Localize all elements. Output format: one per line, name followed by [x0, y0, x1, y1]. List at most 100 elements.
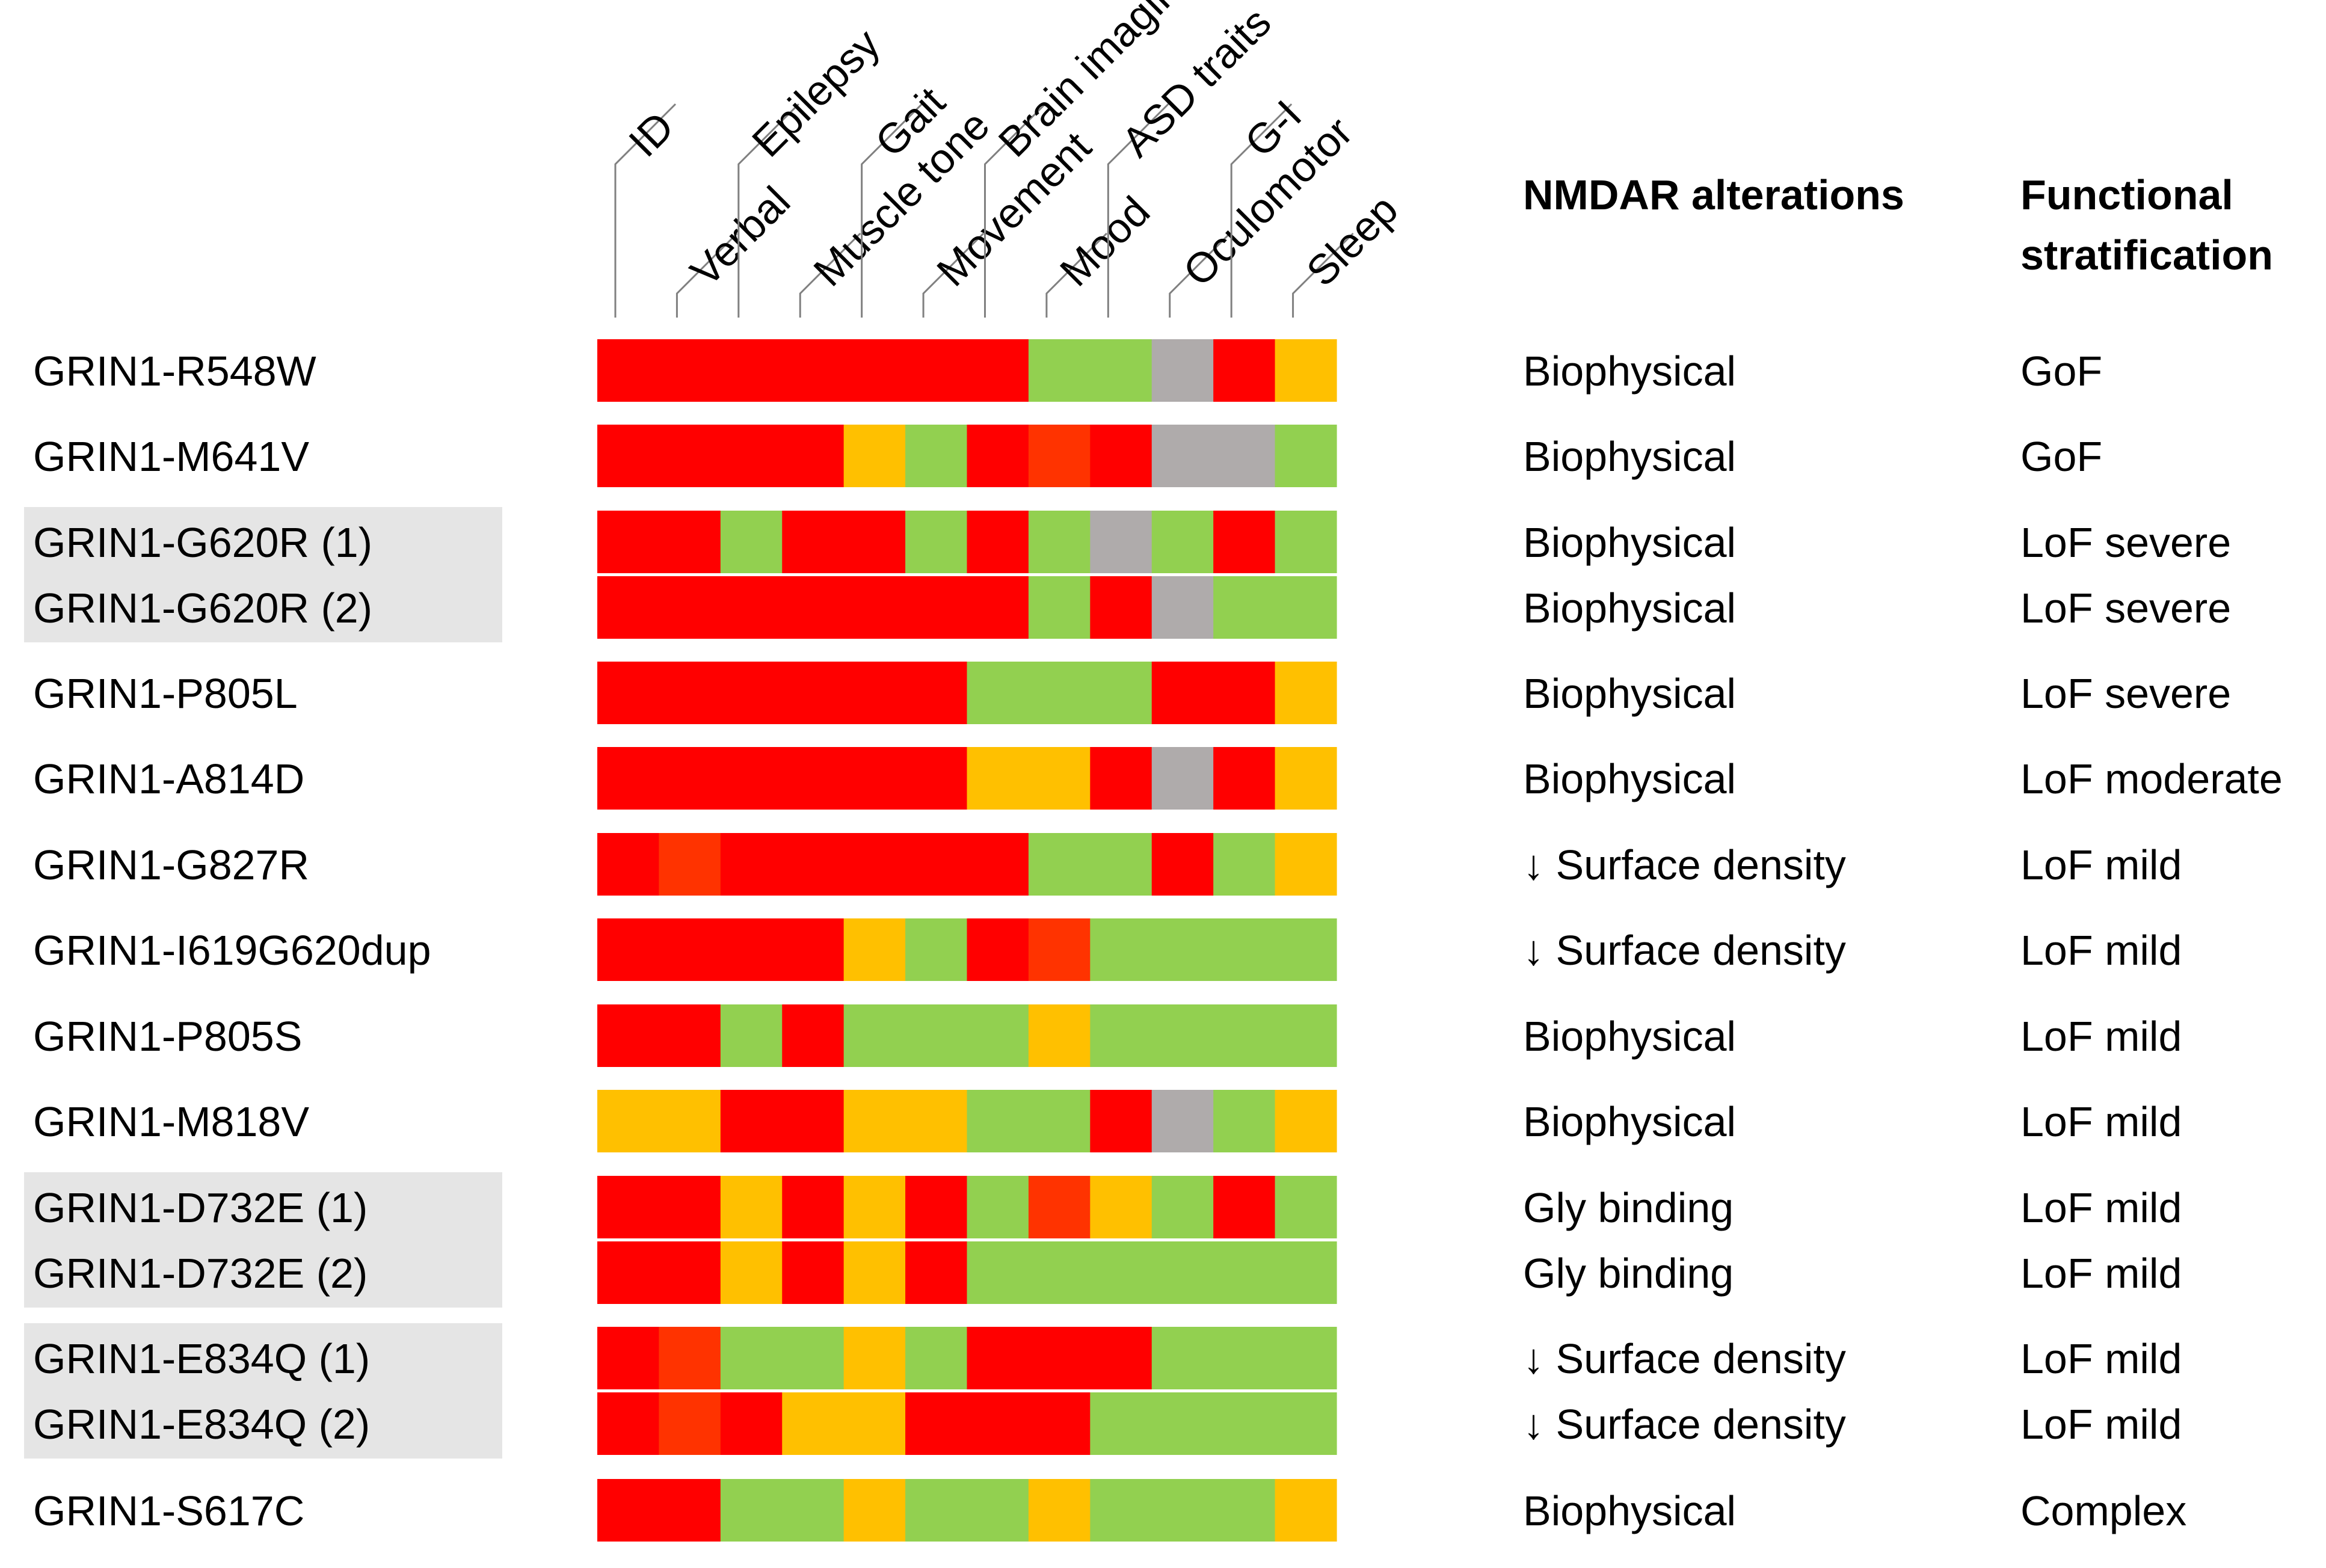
stratification-value: LoF mild	[2020, 927, 2182, 974]
cell-grin1-e834q-2-verbal	[659, 1392, 721, 1455]
cell-grin1-g620r-1-epilepsy	[720, 511, 783, 573]
cell-grin1-d732e-2-g-i	[1213, 1241, 1276, 1304]
cell-grin1-e834q-1-muscle-tone	[782, 1327, 845, 1389]
cell-grin1-m818v-muscle-tone	[782, 1090, 845, 1152]
row-label: GRIN1-I619G620dup	[33, 927, 431, 974]
cell-grin1-m641v-gait	[843, 425, 906, 487]
row-label: GRIN1-G620R (2)	[33, 585, 372, 632]
cell-grin1-p805l-muscle-tone	[782, 662, 845, 724]
cell-grin1-s617c-g-i	[1213, 1479, 1276, 1542]
alteration-value: Biophysical	[1523, 519, 1736, 566]
cell-grin1-m818v-movement	[905, 1090, 968, 1152]
column-leader-id	[614, 103, 677, 318]
cell-grin1-d732e-1-sleep	[1275, 1176, 1337, 1238]
cell-grin1-p805l-g-i	[1213, 662, 1276, 724]
cell-grin1-p805l-oculomotor	[1151, 662, 1214, 724]
cell-grin1-i619g620dup-oculomotor	[1151, 918, 1214, 981]
cell-grin1-g620r-2-id	[597, 576, 660, 639]
cell-grin1-r548w-oculomotor	[1151, 339, 1214, 402]
cell-grin1-g620r-2-sleep	[1275, 576, 1337, 639]
cell-grin1-e834q-2-epilepsy	[720, 1392, 783, 1455]
cell-grin1-d732e-1-oculomotor	[1151, 1176, 1214, 1238]
cell-grin1-g620r-1-sleep	[1275, 511, 1337, 573]
cell-grin1-m818v-gait	[843, 1090, 906, 1152]
cell-grin1-p805l-brain-imaging	[967, 662, 1029, 724]
cell-grin1-m818v-g-i	[1213, 1090, 1276, 1152]
cell-grin1-g620r-2-gait	[843, 576, 906, 639]
cell-grin1-e834q-1-oculomotor	[1151, 1327, 1214, 1389]
alteration-value: Biophysical	[1523, 433, 1736, 480]
cell-grin1-a814d-brain-imaging	[967, 747, 1029, 810]
cell-grin1-m641v-sleep	[1275, 425, 1337, 487]
cell-grin1-i619g620dup-movement	[905, 918, 968, 981]
cell-grin1-e834q-2-gait	[843, 1392, 906, 1455]
cell-grin1-a814d-epilepsy	[720, 747, 783, 810]
cell-grin1-e834q-2-asd-traits	[1090, 1392, 1152, 1455]
cell-grin1-m818v-brain-imaging	[967, 1090, 1029, 1152]
stratification-value: LoF severe	[2020, 585, 2231, 632]
alteration-value: Biophysical	[1523, 1013, 1736, 1060]
cell-grin1-g827r-mood	[1028, 833, 1091, 896]
row-label: GRIN1-G620R (1)	[33, 519, 372, 566]
cell-grin1-e834q-2-oculomotor	[1151, 1392, 1214, 1455]
cell-grin1-p805l-asd-traits	[1090, 662, 1152, 724]
row-label: GRIN1-G827R	[33, 841, 309, 888]
cell-grin1-d732e-1-brain-imaging	[967, 1176, 1029, 1238]
cell-grin1-e834q-1-gait	[843, 1327, 906, 1389]
column-header-verbal: Verbal	[681, 177, 799, 295]
cell-grin1-s617c-verbal	[659, 1479, 721, 1542]
row-label: GRIN1-E834Q (2)	[33, 1401, 370, 1448]
cell-grin1-d732e-1-g-i	[1213, 1176, 1276, 1238]
stratification-value: LoF mild	[2020, 1401, 2182, 1448]
cell-grin1-g620r-2-brain-imaging	[967, 576, 1029, 639]
cell-grin1-d732e-2-gait	[843, 1241, 906, 1304]
cell-grin1-a814d-sleep	[1275, 747, 1337, 810]
cell-grin1-g620r-2-oculomotor	[1151, 576, 1214, 639]
cell-grin1-e834q-2-mood	[1028, 1392, 1091, 1455]
cell-grin1-m641v-oculomotor	[1151, 425, 1214, 487]
cell-grin1-g620r-1-brain-imaging	[967, 511, 1029, 573]
cell-grin1-d732e-2-oculomotor	[1151, 1241, 1214, 1304]
cell-grin1-p805s-mood	[1028, 1004, 1091, 1067]
cell-grin1-p805l-epilepsy	[720, 662, 783, 724]
cell-grin1-s617c-id	[597, 1479, 660, 1542]
alteration-value: Gly binding	[1523, 1184, 1734, 1231]
cell-grin1-g620r-2-mood	[1028, 576, 1091, 639]
cell-grin1-m818v-epilepsy	[720, 1090, 783, 1152]
header-functional-stratification: stratification	[2020, 232, 2273, 278]
cell-grin1-s617c-asd-traits	[1090, 1479, 1152, 1542]
cell-grin1-p805l-movement	[905, 662, 968, 724]
column-leader-g-i	[1230, 103, 1293, 318]
column-header-id: ID	[620, 103, 683, 166]
cell-grin1-m641v-mood	[1028, 425, 1091, 487]
column-leader-sleep	[1292, 232, 1354, 318]
column-leader-verbal	[675, 232, 738, 318]
cell-grin1-g620r-1-movement	[905, 511, 968, 573]
cell-grin1-e834q-1-sleep	[1275, 1327, 1337, 1389]
stratification-value: LoF mild	[2020, 1250, 2182, 1297]
cell-grin1-p805l-verbal	[659, 662, 721, 724]
cell-grin1-d732e-2-mood	[1028, 1241, 1091, 1304]
cell-grin1-i619g620dup-asd-traits	[1090, 918, 1152, 981]
cell-grin1-g827r-verbal	[659, 833, 721, 896]
cell-grin1-r548w-movement	[905, 339, 968, 402]
column-leader-movement	[922, 232, 985, 318]
cell-grin1-g620r-1-g-i	[1213, 511, 1276, 573]
cell-grin1-s617c-muscle-tone	[782, 1479, 845, 1542]
cell-grin1-g827r-brain-imaging	[967, 833, 1029, 896]
cell-grin1-m641v-id	[597, 425, 660, 487]
cell-grin1-d732e-2-verbal	[659, 1241, 721, 1304]
cell-grin1-g620r-2-verbal	[659, 576, 721, 639]
stratification-value: GoF	[2020, 348, 2102, 395]
column-header-mood: Mood	[1051, 188, 1158, 295]
cell-grin1-g620r-1-gait	[843, 511, 906, 573]
cell-grin1-r548w-gait	[843, 339, 906, 402]
cell-grin1-m818v-id	[597, 1090, 660, 1152]
row-label: GRIN1-M641V	[33, 433, 309, 480]
cell-grin1-e834q-2-sleep	[1275, 1392, 1337, 1455]
cell-grin1-p805s-movement	[905, 1004, 968, 1067]
cell-grin1-i619g620dup-epilepsy	[720, 918, 783, 981]
cell-grin1-i619g620dup-muscle-tone	[782, 918, 845, 981]
cell-grin1-d732e-2-sleep	[1275, 1241, 1337, 1304]
